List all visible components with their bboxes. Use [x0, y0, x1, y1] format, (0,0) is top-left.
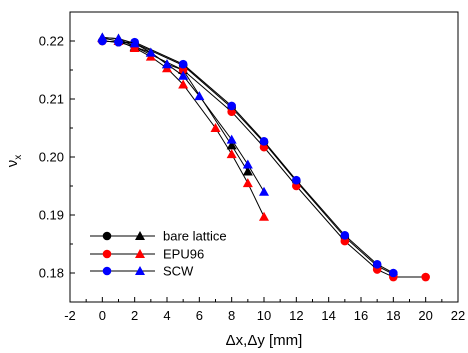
data-point	[259, 137, 269, 146]
legend: bare lattice EPU96 SCW	[90, 229, 227, 279]
data-point	[226, 149, 237, 159]
y-tick-label: 0.18	[39, 266, 64, 281]
x-tick-label: 18	[386, 308, 400, 323]
legend-item: EPU96	[90, 247, 204, 262]
x-tick-label: 22	[451, 308, 465, 323]
ticks-layer: -2 0 2 4 6 8 10 12 14 16 18 20 22 0.18 0.19 0.20 0.21 0.2…	[39, 34, 466, 324]
data-point	[178, 70, 189, 80]
series-epu96-x	[98, 36, 430, 282]
series-scw-x	[98, 36, 398, 278]
series-scw-y	[97, 32, 269, 196]
x-tick-label: -2	[64, 308, 76, 323]
data-point	[226, 134, 237, 144]
data-point	[97, 32, 108, 42]
legend-label: bare lattice	[163, 229, 227, 244]
x-tick-label: 4	[163, 308, 170, 323]
series-line	[102, 40, 426, 278]
data-point	[145, 47, 156, 57]
legend-label: EPU96	[163, 247, 204, 262]
series-line	[102, 37, 265, 193]
data-point	[421, 272, 430, 282]
data-point	[162, 59, 172, 69]
y-tick-label: 0.22	[39, 34, 64, 49]
legend-marker-triangle	[135, 266, 145, 275]
legend-marker-circle	[102, 266, 112, 276]
data-point	[389, 268, 398, 278]
y-tick-label: 0.21	[39, 92, 64, 107]
data-point	[242, 166, 253, 176]
y-tick-label: 0.19	[39, 208, 64, 223]
x-tick-label: 20	[418, 308, 432, 323]
legend-marker-circle	[102, 249, 112, 259]
y-tick-label: 0.20	[39, 150, 64, 165]
data-point	[194, 91, 205, 101]
x-tick-label: 16	[354, 308, 368, 323]
legend-item: SCW	[90, 264, 194, 279]
data-point	[340, 231, 350, 240]
data-point	[226, 140, 237, 150]
plot-frame	[69, 11, 459, 303]
series-line	[102, 37, 249, 172]
data-point	[178, 59, 188, 69]
x-tick-label: 8	[228, 308, 235, 323]
data-point	[129, 42, 140, 52]
data-point	[292, 175, 301, 185]
data-point	[242, 178, 253, 188]
x-tick-label: 10	[257, 308, 271, 323]
legend-marker-triangle	[135, 231, 145, 240]
x-tick-label: 12	[289, 308, 303, 323]
data-point	[242, 159, 253, 169]
y-axis-label-main: ν	[4, 160, 21, 168]
x-tick-label: 2	[131, 308, 138, 323]
data-point	[113, 33, 124, 43]
x-tick-label: 6	[196, 308, 203, 323]
x-axis-label: Δx,Δy [mm]	[226, 332, 303, 349]
series-line	[102, 40, 394, 274]
data-point	[372, 260, 382, 269]
legend-marker-triangle	[135, 249, 145, 258]
series-line	[102, 37, 265, 217]
data-point	[259, 211, 269, 221]
x-tick-label: 0	[99, 308, 106, 323]
data-point	[178, 79, 189, 89]
x-tick-label: 14	[321, 308, 335, 323]
y-axis-label: νx	[4, 155, 24, 168]
y-axis-label-subscript: x	[13, 155, 24, 160]
data-point	[259, 186, 269, 196]
data-point	[129, 38, 140, 48]
legend-marker-circle	[102, 231, 112, 241]
data-point	[210, 123, 221, 132]
series-layer	[97, 32, 430, 282]
legend-item: bare lattice	[90, 229, 227, 244]
legend-label: SCW	[163, 264, 194, 279]
data-point	[227, 101, 236, 111]
